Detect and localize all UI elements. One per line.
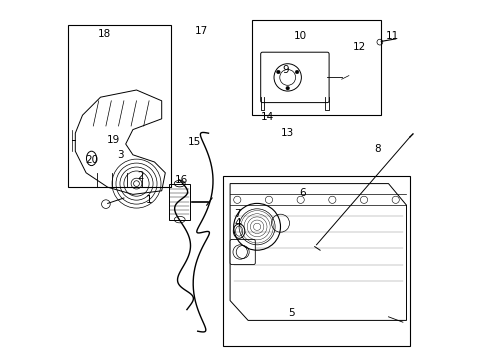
Circle shape	[276, 70, 280, 74]
Circle shape	[133, 181, 139, 186]
Text: 16: 16	[175, 175, 188, 185]
Text: 13: 13	[281, 128, 294, 138]
Text: 5: 5	[287, 308, 294, 318]
Text: 10: 10	[293, 31, 306, 41]
Text: 14: 14	[261, 112, 274, 122]
Circle shape	[295, 70, 298, 74]
Text: 7: 7	[234, 209, 240, 219]
Text: 4: 4	[234, 218, 240, 228]
Text: 11: 11	[385, 31, 398, 41]
Text: 8: 8	[374, 144, 380, 154]
Text: 17: 17	[194, 26, 207, 36]
Text: 6: 6	[298, 188, 305, 198]
Text: 20: 20	[85, 155, 98, 165]
Text: 15: 15	[187, 137, 200, 147]
Bar	[68, 25, 170, 187]
FancyBboxPatch shape	[260, 52, 328, 103]
Text: 18: 18	[97, 29, 110, 39]
Text: 3: 3	[117, 150, 123, 160]
Circle shape	[285, 86, 289, 90]
Text: 2: 2	[137, 171, 143, 181]
Bar	[223, 176, 409, 346]
Text: 12: 12	[352, 42, 366, 52]
Text: 9: 9	[282, 65, 288, 75]
FancyBboxPatch shape	[230, 239, 255, 265]
Bar	[251, 20, 381, 115]
Bar	[168, 184, 190, 220]
Text: 19: 19	[106, 135, 120, 145]
Text: 1: 1	[145, 195, 152, 205]
